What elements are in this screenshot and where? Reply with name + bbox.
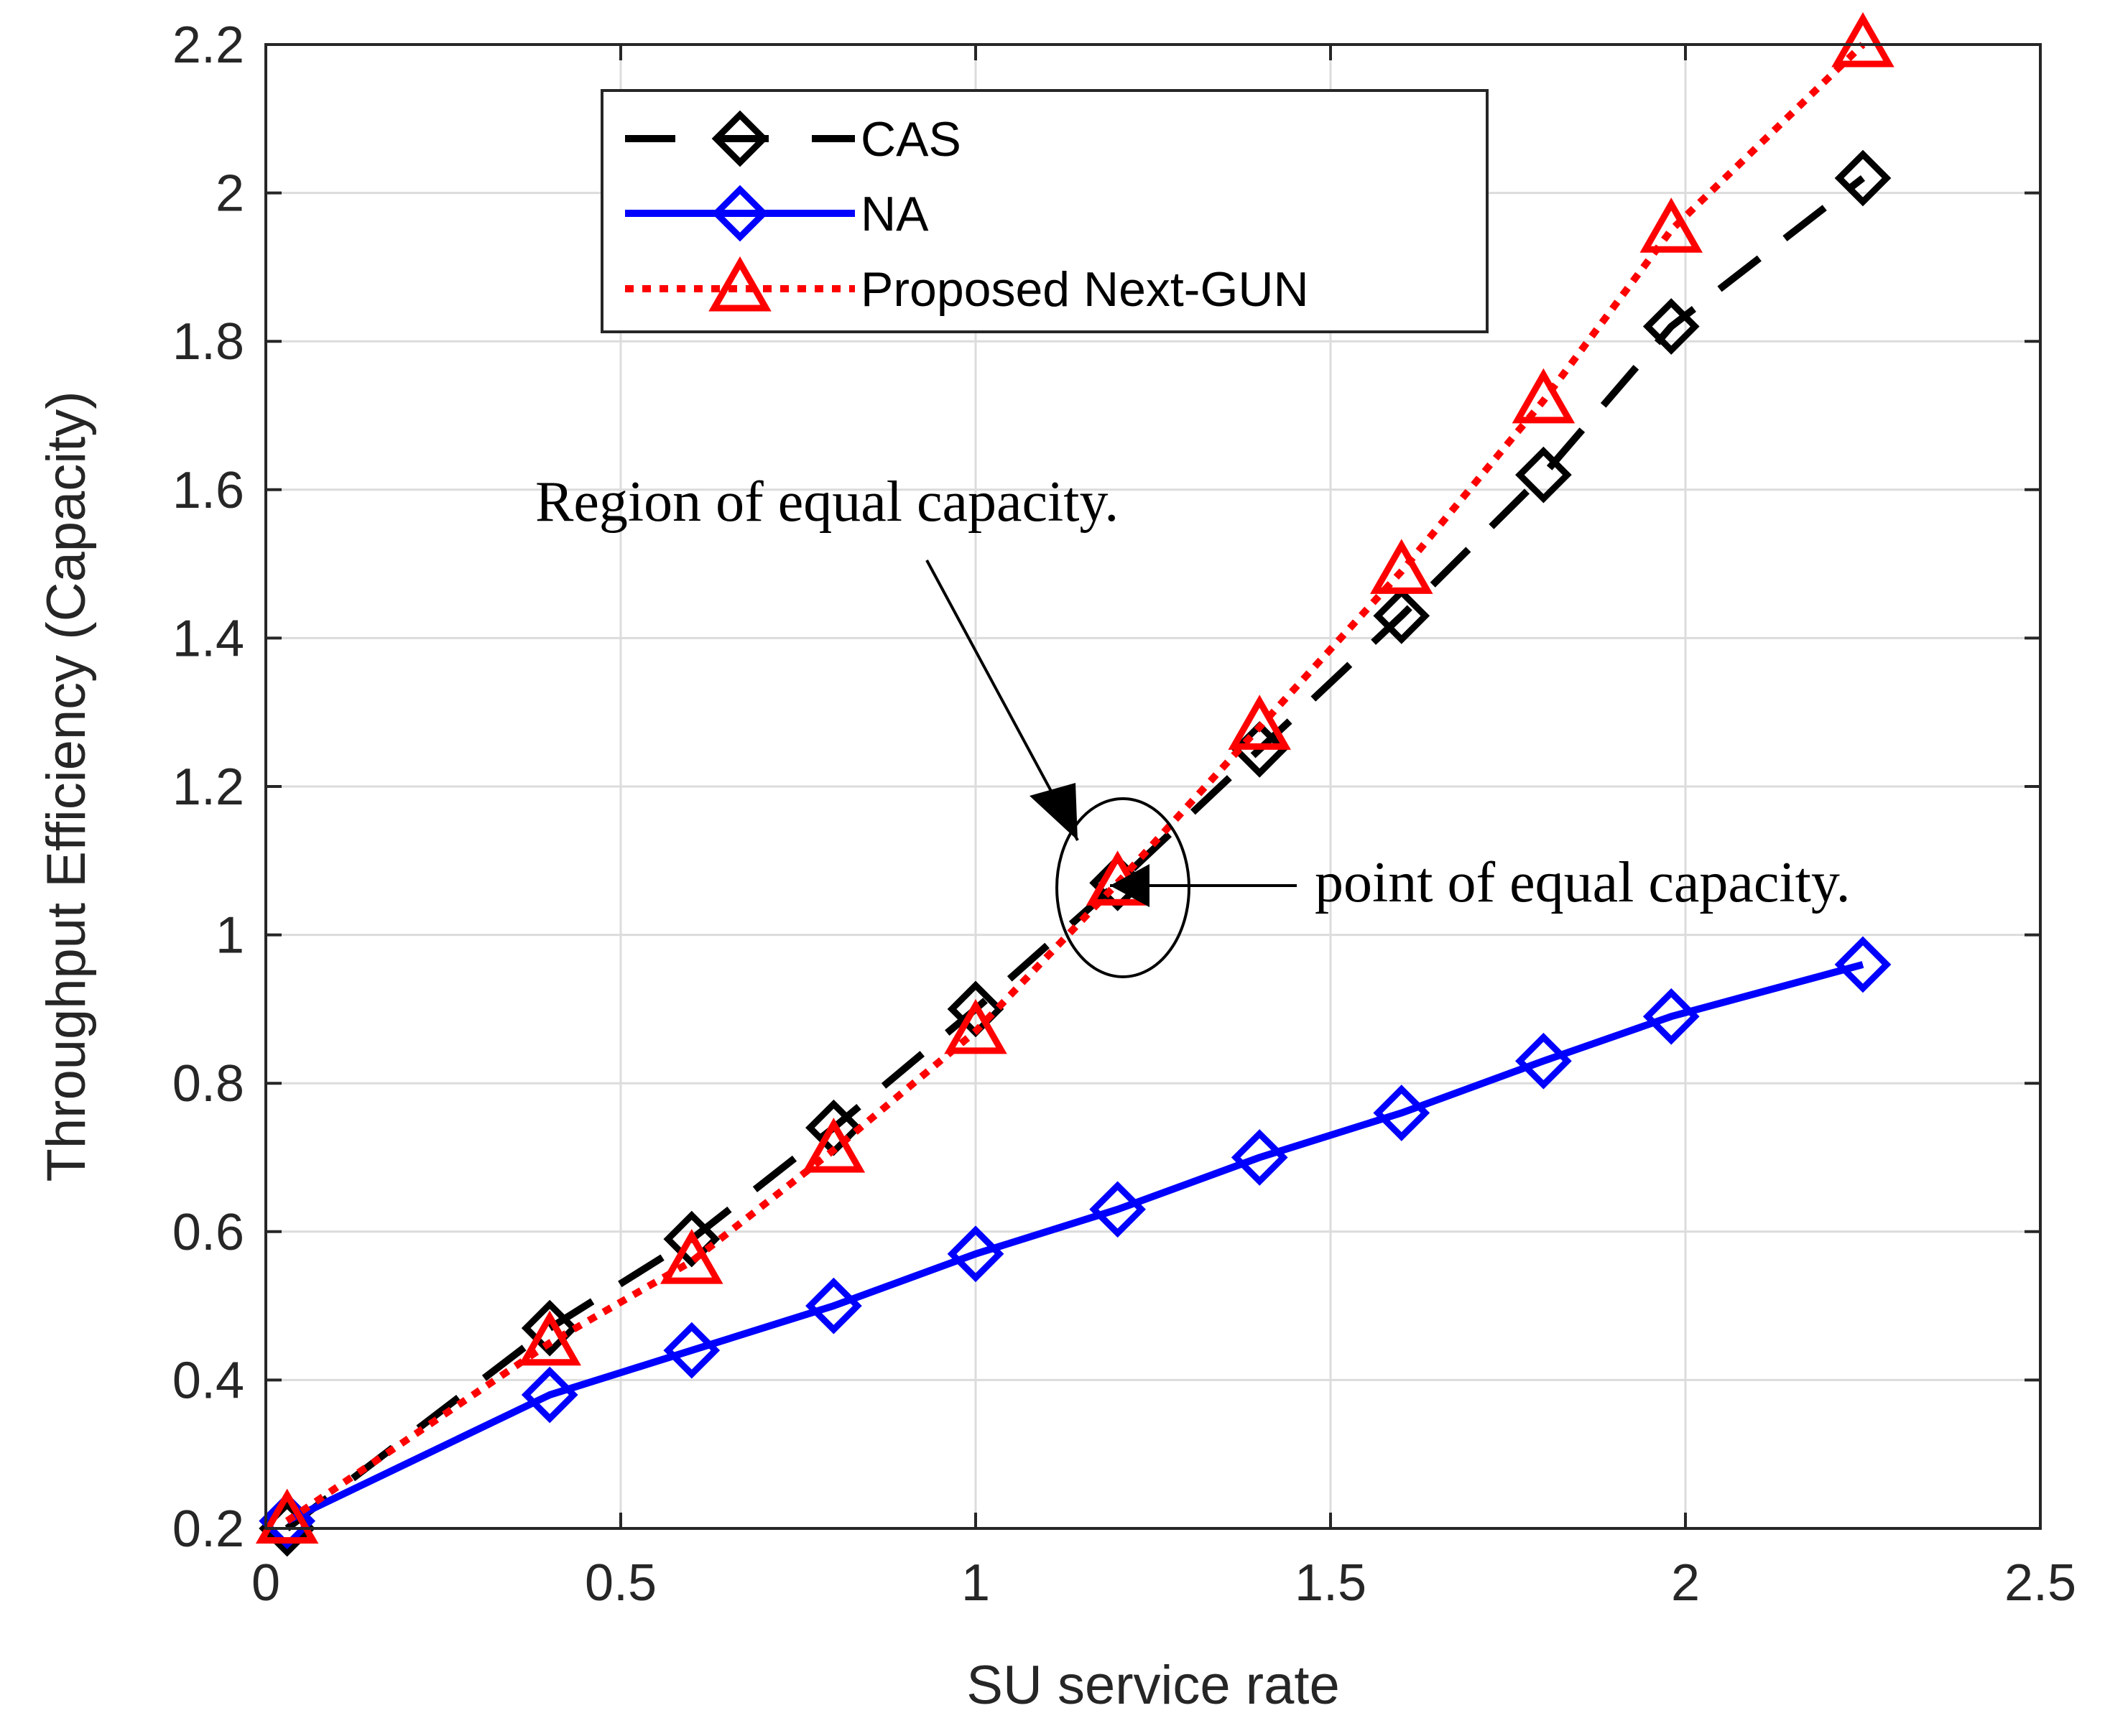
data-point (663, 1322, 721, 1379)
annotation-point-arrowhead (1110, 864, 1149, 907)
y-tick-label: 1.2 (172, 758, 244, 816)
annotations: Region of equal capacity. point of equal… (535, 470, 1851, 978)
data-point (1373, 1085, 1430, 1141)
data-point (1512, 368, 1576, 424)
legend-label: CAS (861, 112, 961, 167)
y-tick-label: 2 (216, 165, 244, 223)
data-point (518, 1310, 581, 1366)
ticks: 0 0.5 1 1.5 2 2.5 0.2 0.4 0.6 0.8 1 1.2 1.4 1.6 1.8 2 2.… (172, 17, 2076, 1612)
x-tick-label: 0 (251, 1554, 280, 1612)
annotation-point-text: point of equal capacity. (1315, 851, 1851, 914)
data-point (1639, 198, 1703, 253)
data-point (1373, 588, 1430, 644)
data-point (944, 998, 1007, 1054)
legend-marker (711, 185, 769, 242)
legend-marker (711, 110, 769, 167)
y-tick-label: 1 (216, 907, 244, 965)
y-tick-label: 0.8 (172, 1055, 244, 1113)
data-point (1515, 446, 1572, 503)
y-tick-label: 0.2 (172, 1500, 244, 1558)
data-point (1642, 298, 1700, 355)
data-point (521, 1299, 578, 1357)
x-tick-label: 2 (1671, 1554, 1700, 1612)
data-point (1228, 695, 1291, 750)
data-point (1231, 1129, 1288, 1186)
x-axis-label: SU service rate (966, 1655, 1340, 1716)
y-tick-label: 1.6 (172, 462, 244, 519)
legend-label: NA (861, 187, 929, 241)
data-point (1834, 936, 1892, 993)
series-line (284, 175, 1866, 1531)
annotation-region-arrowhead (1030, 783, 1078, 840)
data-point (1089, 1181, 1146, 1238)
x-tick-label: 0.5 (585, 1554, 657, 1612)
data-point (805, 1277, 862, 1335)
equal-capacity-ellipse (1055, 797, 1190, 978)
legend: CAS NA Proposed Next-GUN (601, 89, 1489, 333)
data-point (521, 1366, 578, 1424)
y-axis-label: Throughput Efficiency (Capacity) (36, 391, 97, 1182)
annotation-region-text: Region of equal capacity. (535, 470, 1119, 534)
y-tick-label: 1.8 (172, 313, 244, 371)
data-point (1642, 988, 1700, 1045)
data-point (1831, 11, 1894, 68)
data-point (663, 1210, 721, 1268)
data-point (660, 1229, 723, 1284)
legend-label: Proposed Next-GUN (861, 262, 1309, 317)
data-point (947, 1225, 1004, 1283)
legend-marker (708, 256, 772, 312)
y-tick-label: 1.4 (172, 610, 244, 667)
data-point (1370, 539, 1433, 594)
data-point (255, 1488, 319, 1544)
data-point (802, 1118, 866, 1173)
y-tick-label: 0.4 (172, 1352, 244, 1409)
y-tick-label: 2.2 (172, 17, 244, 74)
x-tick-label: 1 (961, 1554, 990, 1612)
data-point (1515, 1032, 1572, 1090)
x-tick-label: 1.5 (1295, 1554, 1366, 1612)
series-na (259, 936, 1892, 1550)
y-tick-label: 0.6 (172, 1204, 244, 1261)
series-line (285, 961, 1864, 1525)
data-point (1834, 149, 1892, 207)
x-tick-label: 2.5 (2004, 1554, 2076, 1612)
